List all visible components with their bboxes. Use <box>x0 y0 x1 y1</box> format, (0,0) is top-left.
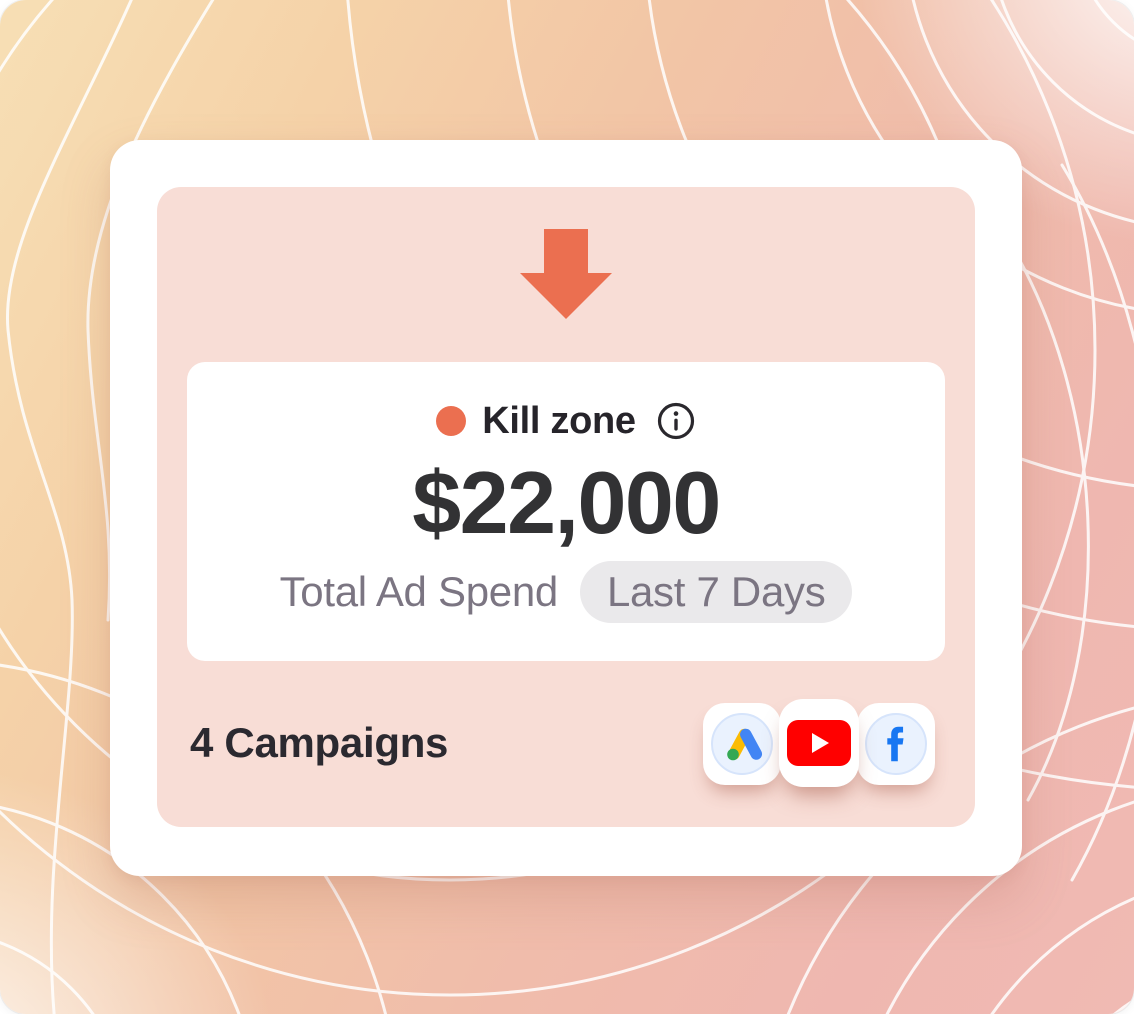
legend-row: Kill zone <box>436 400 696 443</box>
platform-icons <box>703 699 935 787</box>
label-row: Total Ad Spend Last 7 Days <box>279 561 853 624</box>
youtube-tile <box>779 699 859 787</box>
period-badge[interactable]: Last 7 Days <box>579 561 853 624</box>
google-ads-icon <box>711 713 773 775</box>
facebook-tile <box>857 703 935 785</box>
stat-card: Kill zone $22,000 Total Ad Spend Last 7 … <box>187 362 945 661</box>
card-panel: Kill zone $22,000 Total Ad Spend Last 7 … <box>157 187 975 827</box>
legend-label: Kill zone <box>482 399 636 442</box>
stat-label: Total Ad Spend <box>279 568 559 616</box>
orange-dot-icon <box>436 406 467 437</box>
google-ads-tile <box>703 703 781 785</box>
youtube-icon <box>787 720 851 766</box>
arrow-down-icon <box>520 229 612 319</box>
campaign-count: 4 Campaigns <box>190 719 449 766</box>
facebook-icon <box>865 713 927 775</box>
ad-spend-card: Kill zone $22,000 Total Ad Spend Last 7 … <box>110 140 1022 876</box>
card-footer: 4 Campaigns <box>190 697 935 789</box>
info-icon[interactable] <box>656 401 696 441</box>
stat-value: $22,000 <box>412 452 721 552</box>
